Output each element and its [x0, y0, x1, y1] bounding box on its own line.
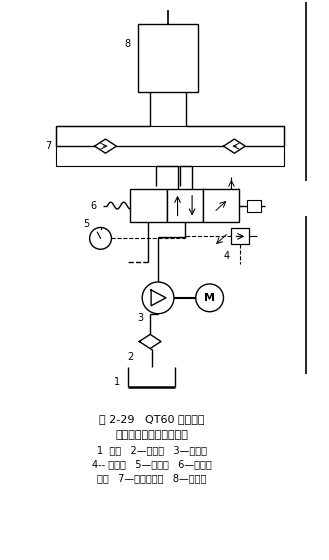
Bar	[167, 189, 203, 222]
Text: 5: 5	[84, 220, 90, 230]
Text: 1  油箱   2—过滤器   3—齿轮泵: 1 油箱 2—过滤器 3—齿轮泵	[97, 446, 207, 455]
Bar	[56, 127, 284, 166]
Text: 4-- 溢流阀   5—压力表   6—手动换: 4-- 溢流阀 5—压力表 6—手动换	[92, 459, 212, 469]
Bar	[231, 228, 249, 244]
Text: 6: 6	[90, 200, 97, 211]
Bar	[203, 189, 240, 222]
Text: 图 2-29   QT60 型塔式起: 图 2-29 QT60 型塔式起	[99, 414, 205, 424]
Text: 向阀   7—双向液压锁   8—液压缸: 向阀 7—双向液压锁 8—液压缸	[97, 473, 207, 483]
Text: 重机升降液压系统原理图: 重机升降液压系统原理图	[116, 430, 189, 440]
Text: 4: 4	[223, 251, 230, 261]
Text: 2: 2	[127, 352, 134, 362]
Circle shape	[142, 282, 174, 314]
Bar	[138, 24, 198, 92]
Text: 8: 8	[124, 39, 130, 49]
Bar	[130, 189, 167, 222]
Text: M: M	[204, 293, 215, 303]
Bar	[247, 200, 261, 212]
Text: 7: 7	[45, 141, 51, 151]
Text: 1: 1	[114, 377, 120, 387]
Circle shape	[89, 227, 112, 249]
Text: 3: 3	[137, 312, 143, 323]
Circle shape	[196, 284, 223, 312]
